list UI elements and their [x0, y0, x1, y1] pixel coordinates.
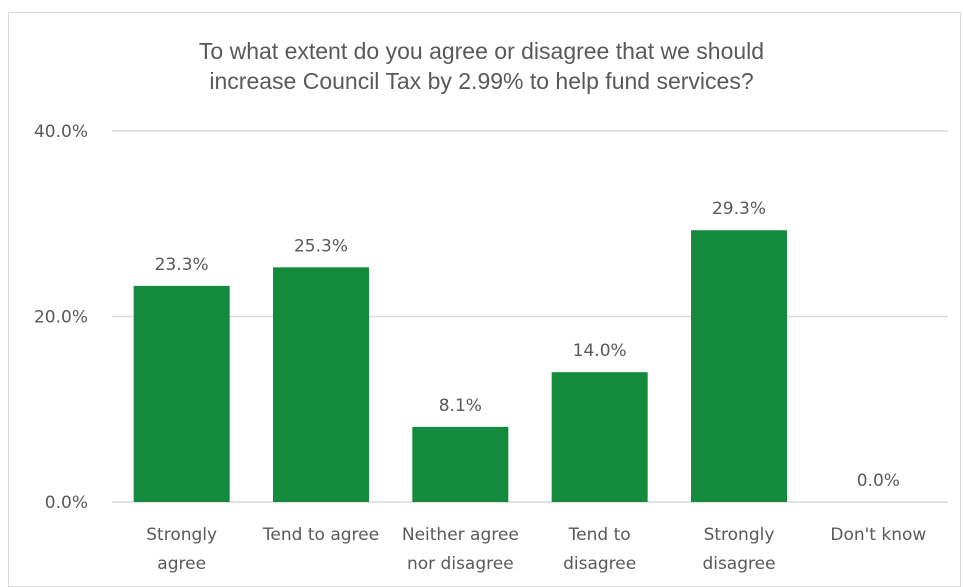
category-label-line: Don't know [830, 525, 926, 545]
data-label: 0.0% [857, 471, 900, 491]
category-label-line: disagree [702, 554, 775, 574]
y-tick-label: 40.0% [34, 122, 88, 142]
y-axis-ticks: 0.0% 20.0% 40.0% [34, 122, 88, 513]
category-label-line: disagree [563, 554, 636, 574]
bar [691, 230, 787, 502]
category-label-line: Strongly [146, 525, 217, 545]
data-label: 23.3% [155, 255, 209, 275]
category-label: Tend to agree [262, 525, 379, 545]
category-label-line: Strongly [704, 525, 775, 545]
bar [273, 267, 369, 502]
category-label-line: Tend to [568, 525, 631, 545]
category-label-line: Tend to agree [262, 525, 379, 545]
bar [133, 285, 230, 502]
data-label: 14.0% [573, 341, 627, 361]
category-label-line: agree [157, 554, 206, 574]
bars [133, 230, 787, 502]
gridlines [112, 130, 948, 503]
bar [412, 426, 509, 502]
data-labels: 23.3% 25.3% 8.1% 14.0% 29.3% 0.0% [155, 199, 900, 491]
category-label: Strongly agree [146, 525, 217, 574]
y-tick-label: 0.0% [45, 493, 88, 513]
category-label: Neither agree nor disagree [402, 525, 519, 574]
data-label: 29.3% [712, 199, 766, 219]
category-label-line: nor disagree [407, 554, 514, 574]
chart-title-line-2: increase Council Tax by 2.99% to help fu… [209, 68, 754, 94]
category-label-line: Neither agree [402, 525, 519, 545]
bar [551, 372, 648, 502]
category-label: Strongly disagree [702, 525, 775, 574]
y-tick-label: 20.0% [34, 308, 88, 328]
data-label: 25.3% [294, 236, 348, 256]
chart-title: To what extent do you agree or disagree … [0, 36, 963, 96]
category-label: Don't know [830, 525, 926, 545]
category-labels: Strongly agree Tend to agree Neither agree n… [146, 525, 926, 574]
chart-title-line-1: To what extent do you agree or disagree … [198, 38, 765, 64]
category-label: Tend to disagree [563, 525, 636, 574]
data-label: 8.1% [439, 396, 482, 416]
